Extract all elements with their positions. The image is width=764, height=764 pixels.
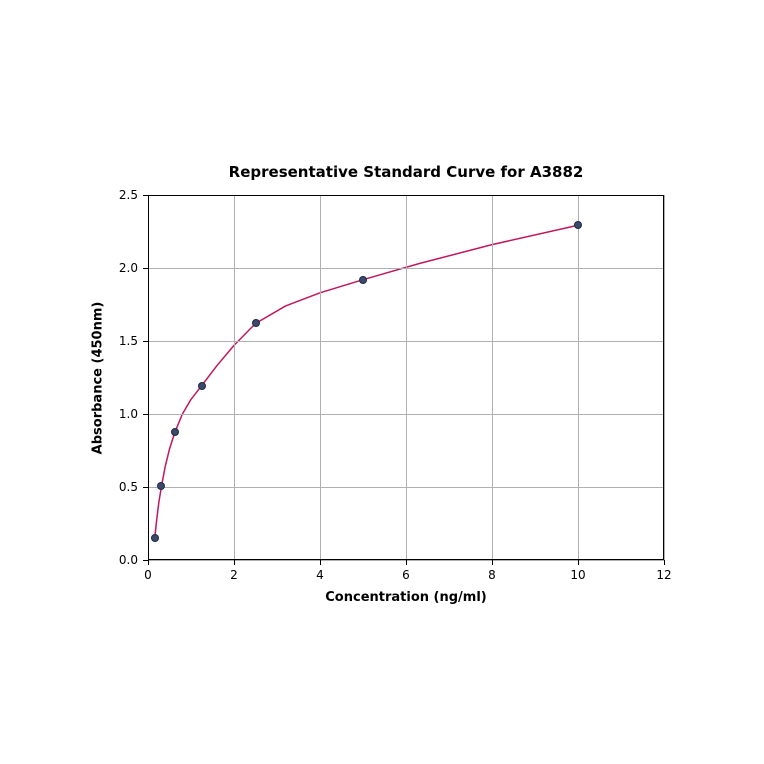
- y-axis-label: Absorbance (450nm): [91, 301, 106, 454]
- axis-spine: [148, 195, 149, 560]
- y-tick: [143, 341, 148, 342]
- y-tick: [143, 560, 148, 561]
- y-tick-label: 1.0: [119, 407, 138, 421]
- y-tick-label: 2.5: [119, 188, 138, 202]
- y-tick-label: 2.0: [119, 261, 138, 275]
- y-tick: [143, 268, 148, 269]
- axis-spine: [663, 195, 664, 560]
- x-tick-label: 4: [316, 568, 324, 582]
- y-tick: [143, 414, 148, 415]
- y-tick-label: 0.5: [119, 480, 138, 494]
- axis-spine: [148, 195, 664, 196]
- y-tick: [143, 195, 148, 196]
- plot-area: [148, 195, 664, 560]
- chart-title: Representative Standard Curve for A3882: [229, 163, 584, 181]
- grid-line-vertical: [320, 195, 321, 560]
- y-tick-label: 1.5: [119, 334, 138, 348]
- data-point: [198, 382, 206, 390]
- x-tick: [234, 560, 235, 565]
- grid-line-horizontal: [148, 268, 664, 269]
- x-tick-label: 6: [402, 568, 410, 582]
- grid-line-vertical: [492, 195, 493, 560]
- grid-line-horizontal: [148, 341, 664, 342]
- x-tick: [148, 560, 149, 565]
- x-tick-label: 10: [570, 568, 585, 582]
- x-tick: [320, 560, 321, 565]
- grid-line-vertical: [578, 195, 579, 560]
- grid-line-horizontal: [148, 414, 664, 415]
- grid-line-vertical: [234, 195, 235, 560]
- chart-canvas: Representative Standard Curve for A3882 …: [0, 0, 764, 764]
- x-tick-label: 0: [144, 568, 152, 582]
- x-tick-label: 8: [488, 568, 496, 582]
- x-tick: [664, 560, 665, 565]
- x-tick-label: 2: [230, 568, 238, 582]
- x-tick: [492, 560, 493, 565]
- grid-line-vertical: [406, 195, 407, 560]
- x-tick-label: 12: [656, 568, 671, 582]
- x-tick: [406, 560, 407, 565]
- x-tick: [578, 560, 579, 565]
- y-tick-label: 0.0: [119, 553, 138, 567]
- x-axis-label: Concentration (ng/ml): [325, 590, 486, 605]
- fitted-curve: [155, 225, 578, 538]
- y-tick: [143, 487, 148, 488]
- grid-line-horizontal: [148, 487, 664, 488]
- data-point: [359, 276, 367, 284]
